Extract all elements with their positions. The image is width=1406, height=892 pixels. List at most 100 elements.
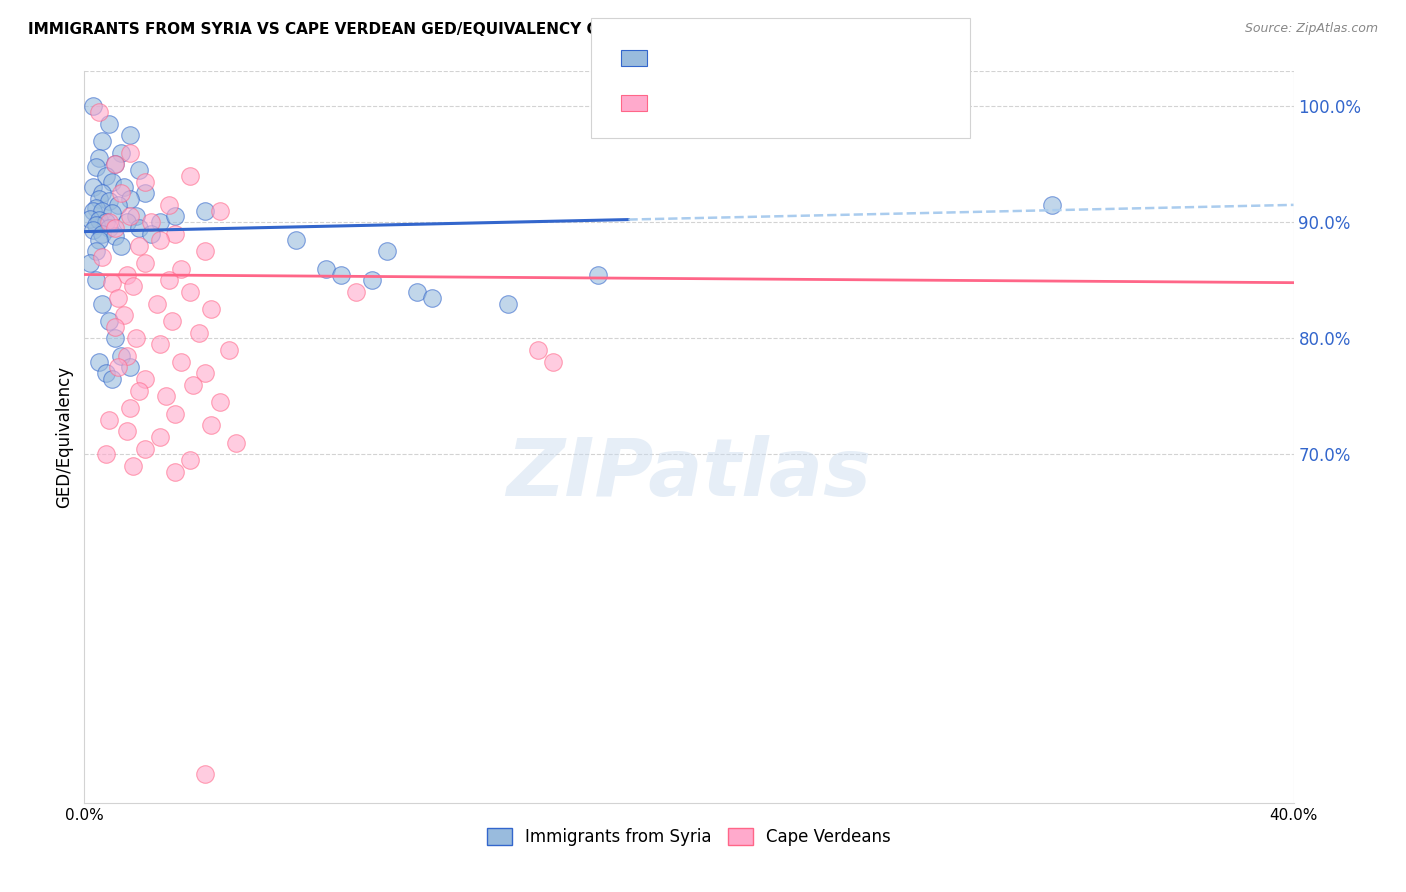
Point <box>100 276 122 290</box>
Point <box>97 215 120 229</box>
Point <box>170 261 193 276</box>
Point <box>91 296 114 310</box>
Point <box>104 319 127 334</box>
Point <box>165 210 187 224</box>
Point <box>134 256 156 270</box>
Point <box>315 261 337 276</box>
Point <box>118 360 141 375</box>
Point <box>94 169 117 183</box>
Point <box>149 337 172 351</box>
Point <box>97 412 120 426</box>
Point <box>406 285 429 299</box>
Point <box>375 244 398 259</box>
Point <box>118 210 141 224</box>
Point <box>94 366 117 380</box>
Point <box>149 215 172 229</box>
Point <box>170 354 193 368</box>
Point <box>588 268 610 282</box>
Point <box>194 203 217 218</box>
Text: ZIPatlas: ZIPatlas <box>506 434 872 513</box>
Point <box>91 203 114 218</box>
Point <box>134 442 156 456</box>
Point <box>157 273 180 287</box>
Point <box>128 384 150 398</box>
Point <box>165 407 187 421</box>
Point <box>82 99 104 113</box>
Point <box>86 160 108 174</box>
Point <box>91 134 114 148</box>
Point <box>100 175 122 189</box>
Point <box>97 194 120 209</box>
Point <box>1040 198 1063 212</box>
Point <box>86 218 108 232</box>
Point <box>134 372 156 386</box>
Point <box>112 308 135 322</box>
Point <box>91 227 114 241</box>
Point <box>225 436 247 450</box>
Point <box>209 203 232 218</box>
Legend: Immigrants from Syria, Cape Verdeans: Immigrants from Syria, Cape Verdeans <box>479 822 898 853</box>
Point <box>86 273 108 287</box>
Point <box>125 210 148 224</box>
Point <box>97 314 120 328</box>
Point <box>110 145 132 160</box>
Point <box>89 354 111 368</box>
Point <box>200 302 222 317</box>
Point <box>97 221 120 235</box>
Point <box>194 244 217 259</box>
Y-axis label: GED/Equivalency: GED/Equivalency <box>55 366 73 508</box>
Point <box>94 215 117 229</box>
Point <box>89 192 111 206</box>
Point <box>149 430 172 444</box>
Point <box>110 349 132 363</box>
Point <box>360 273 382 287</box>
Point <box>94 448 117 462</box>
Point <box>79 211 101 226</box>
Point <box>107 360 129 375</box>
Point <box>110 186 132 201</box>
Point <box>194 766 217 780</box>
Point <box>82 203 104 218</box>
Point <box>128 221 150 235</box>
Point <box>179 285 201 299</box>
Point <box>115 349 138 363</box>
Point <box>82 223 104 237</box>
Point <box>146 296 169 310</box>
Point <box>128 163 150 178</box>
Point <box>112 180 135 194</box>
Point <box>115 424 138 438</box>
Point <box>100 372 122 386</box>
Point <box>188 326 211 340</box>
Point <box>115 268 138 282</box>
Point <box>527 343 550 357</box>
Point <box>104 221 127 235</box>
Point <box>139 215 162 229</box>
Point <box>200 418 222 433</box>
Text: Source: ZipAtlas.com: Source: ZipAtlas.com <box>1244 22 1378 36</box>
Point <box>149 233 172 247</box>
Point <box>86 202 108 216</box>
Point <box>160 314 183 328</box>
Point <box>134 175 156 189</box>
Point <box>82 180 104 194</box>
Point <box>125 331 148 345</box>
Point <box>165 465 187 479</box>
Point <box>118 192 141 206</box>
Point <box>104 331 127 345</box>
Text: R = 0.033   N = 61: R = 0.033 N = 61 <box>658 49 828 67</box>
Point <box>134 186 156 201</box>
Point <box>107 291 129 305</box>
Point <box>107 198 129 212</box>
Point <box>179 169 201 183</box>
Point <box>118 145 141 160</box>
Point <box>110 238 132 252</box>
Point <box>157 198 180 212</box>
Point <box>181 377 204 392</box>
Point <box>128 238 150 252</box>
Point <box>165 227 187 241</box>
Point <box>155 389 177 403</box>
Point <box>89 233 111 247</box>
Point <box>118 128 141 143</box>
Point <box>91 250 114 264</box>
Point <box>139 227 162 241</box>
